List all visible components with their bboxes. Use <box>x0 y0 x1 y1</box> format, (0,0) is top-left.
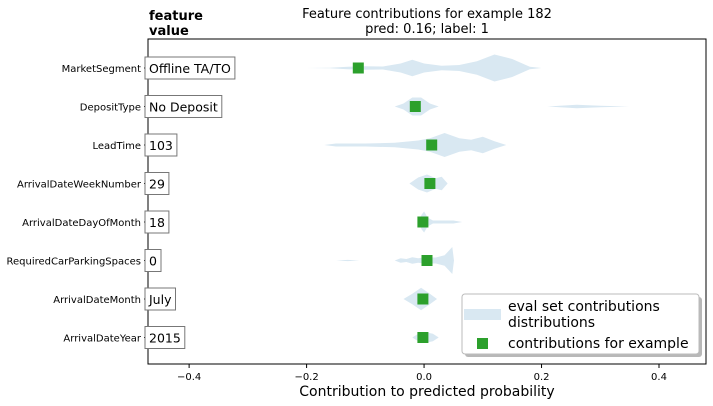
feature-value-box <box>144 95 223 118</box>
contribution-marker-ArrivalDateDayOfMonth <box>417 216 429 228</box>
legend-box <box>461 293 700 355</box>
feature-label: ArrivalDateMonth <box>53 295 141 306</box>
contribution-marker-MarketSegment <box>352 62 364 74</box>
feature-value-box <box>144 326 186 349</box>
feature-value-box <box>144 249 162 272</box>
feature-value-label: 18 <box>149 215 165 230</box>
feature-label: ArrivalDateYear <box>63 334 141 345</box>
x-axis-label: Contribution to predicted probability <box>299 384 554 400</box>
contribution-marker-ArrivalDateWeekNumber <box>424 178 436 189</box>
legend-marker-swatch <box>477 338 488 349</box>
feature-value-label: 29 <box>149 177 165 192</box>
violin-secondary-DepositType <box>547 104 630 109</box>
chart-subtitle: pred: 0.16; label: 1 <box>365 22 489 37</box>
legend-violin-label-line1: eval set contributions <box>508 299 660 315</box>
feature-rows: MarketSegment Offline TA/TO DepositType No … <box>7 56 236 349</box>
legend: eval set contributions distributions con… <box>461 293 702 357</box>
legend-marker-label: contributions for example <box>508 336 689 352</box>
contribution-marker-DepositType <box>409 101 421 112</box>
x-axis: −0.4 −0.2 0.0 0.2 0.4 <box>177 364 667 383</box>
plot-frame <box>147 38 707 365</box>
contribution-marker-RequiredCarParkingSpaces <box>421 255 433 266</box>
feature-value-label: Offline TA/TO <box>149 61 231 76</box>
x-tick-label: −0.4 <box>177 372 201 383</box>
feature-value-label: July <box>148 292 172 307</box>
violin-secondary-RequiredCarParkingSpaces <box>336 259 360 262</box>
feature-value-label: 2015 <box>149 331 181 346</box>
feature-label: ArrivalDateWeekNumber <box>17 180 142 191</box>
column-header-value: value <box>149 24 189 39</box>
x-tick-label: 0.0 <box>416 372 432 383</box>
feature-label: MarketSegment <box>62 64 141 75</box>
x-tick-label: 0.4 <box>651 372 667 383</box>
marker-layer <box>352 62 438 343</box>
violin-MarketSegment <box>306 54 542 82</box>
x-tick-label: 0.2 <box>534 372 550 383</box>
feature-label: LeadTime <box>93 141 142 152</box>
contribution-marker-ArrivalDateYear <box>417 332 429 343</box>
x-tick-label: −0.2 <box>294 372 318 383</box>
column-header-feature: feature <box>149 9 203 24</box>
feature-value-box <box>144 172 170 195</box>
chart-title: Feature contributions for example 182 <box>302 7 552 22</box>
legend-violin-swatch <box>464 309 501 320</box>
contribution-marker-LeadTime <box>426 139 438 151</box>
violin-LeadTime <box>324 133 507 157</box>
feature-value-box <box>144 210 170 234</box>
contribution-marker-ArrivalDateMonth <box>417 293 429 305</box>
feature-label: DepositType <box>80 103 141 114</box>
feature-label: RequiredCarParkingSpaces <box>7 257 142 268</box>
feature-value-box <box>144 287 176 311</box>
feature-value-label: No Deposit <box>149 100 218 115</box>
violin-ArrivalDateDayOfMonth <box>418 211 463 233</box>
feature-value-box <box>144 133 178 157</box>
feature-value-label: 103 <box>149 138 173 153</box>
feature-value-label: 0 <box>149 254 157 269</box>
legend-violin-label-line2: distributions <box>508 315 595 331</box>
feature-value-box <box>144 56 236 80</box>
feature-label: ArrivalDateDayOfMonth <box>22 218 141 229</box>
